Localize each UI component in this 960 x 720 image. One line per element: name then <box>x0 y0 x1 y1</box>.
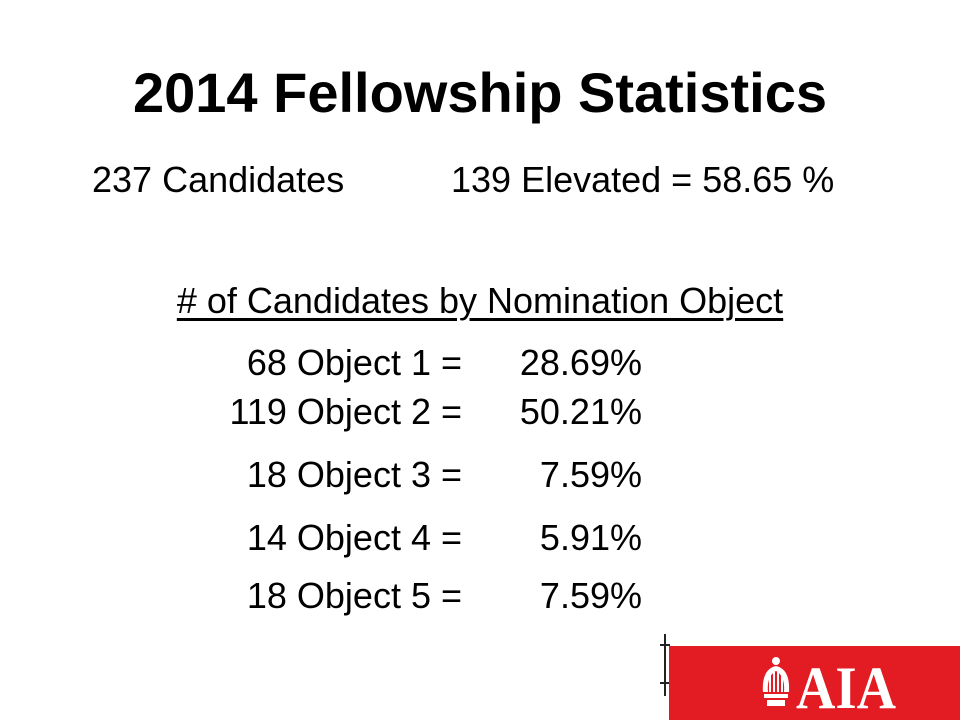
stat-row-object-3: 18 Object 3 = 7.59% <box>0 450 960 500</box>
stat-percent: 7.59% <box>539 454 642 495</box>
stat-row-object-2: 119 Object 2 = 50.21% <box>0 387 960 437</box>
stat-label: 18 Object 3 = <box>246 454 462 495</box>
stat-percent: 28.69% <box>519 342 642 383</box>
candidates-count: 237 Candidates <box>92 159 345 200</box>
aia-logo-text: AIA <box>796 655 896 714</box>
stat-label: 18 Object 5 = <box>246 575 462 616</box>
stat-percent: 5.91% <box>539 517 642 558</box>
nomination-subheading: # of Candidates by Nomination Object <box>0 277 960 325</box>
aia-logo: AIA <box>762 655 896 714</box>
elevated-count: 139 Elevated = 58.65 % <box>451 159 835 200</box>
stat-percent: 7.59% <box>539 575 642 616</box>
footer-brand-bar <box>669 646 960 720</box>
nomination-subheading-text: # of Candidates by Nomination Object <box>176 280 784 321</box>
eagle-emblem-icon <box>762 657 790 706</box>
stat-label: 14 Object 4 = <box>246 517 462 558</box>
stat-percent: 50.21% <box>519 391 642 432</box>
stat-label: 68 Object 1 = <box>246 342 462 383</box>
footer-divider-tick <box>660 644 670 646</box>
summary-line: 237 Candidates 139 Elevated = 58.65 % <box>0 155 960 205</box>
slide-title: 2014 Fellowship Statistics <box>132 61 828 124</box>
footer-divider <box>664 634 666 696</box>
stat-label: 119 Object 2 = <box>229 391 463 432</box>
stat-row-object-5: 18 Object 5 = 7.59% <box>0 571 960 621</box>
stat-row-object-4: 14 Object 4 = 5.91% <box>0 513 960 563</box>
footer-divider-tick <box>660 682 670 684</box>
stat-row-object-1: 68 Object 1 = 28.69% <box>0 338 960 388</box>
